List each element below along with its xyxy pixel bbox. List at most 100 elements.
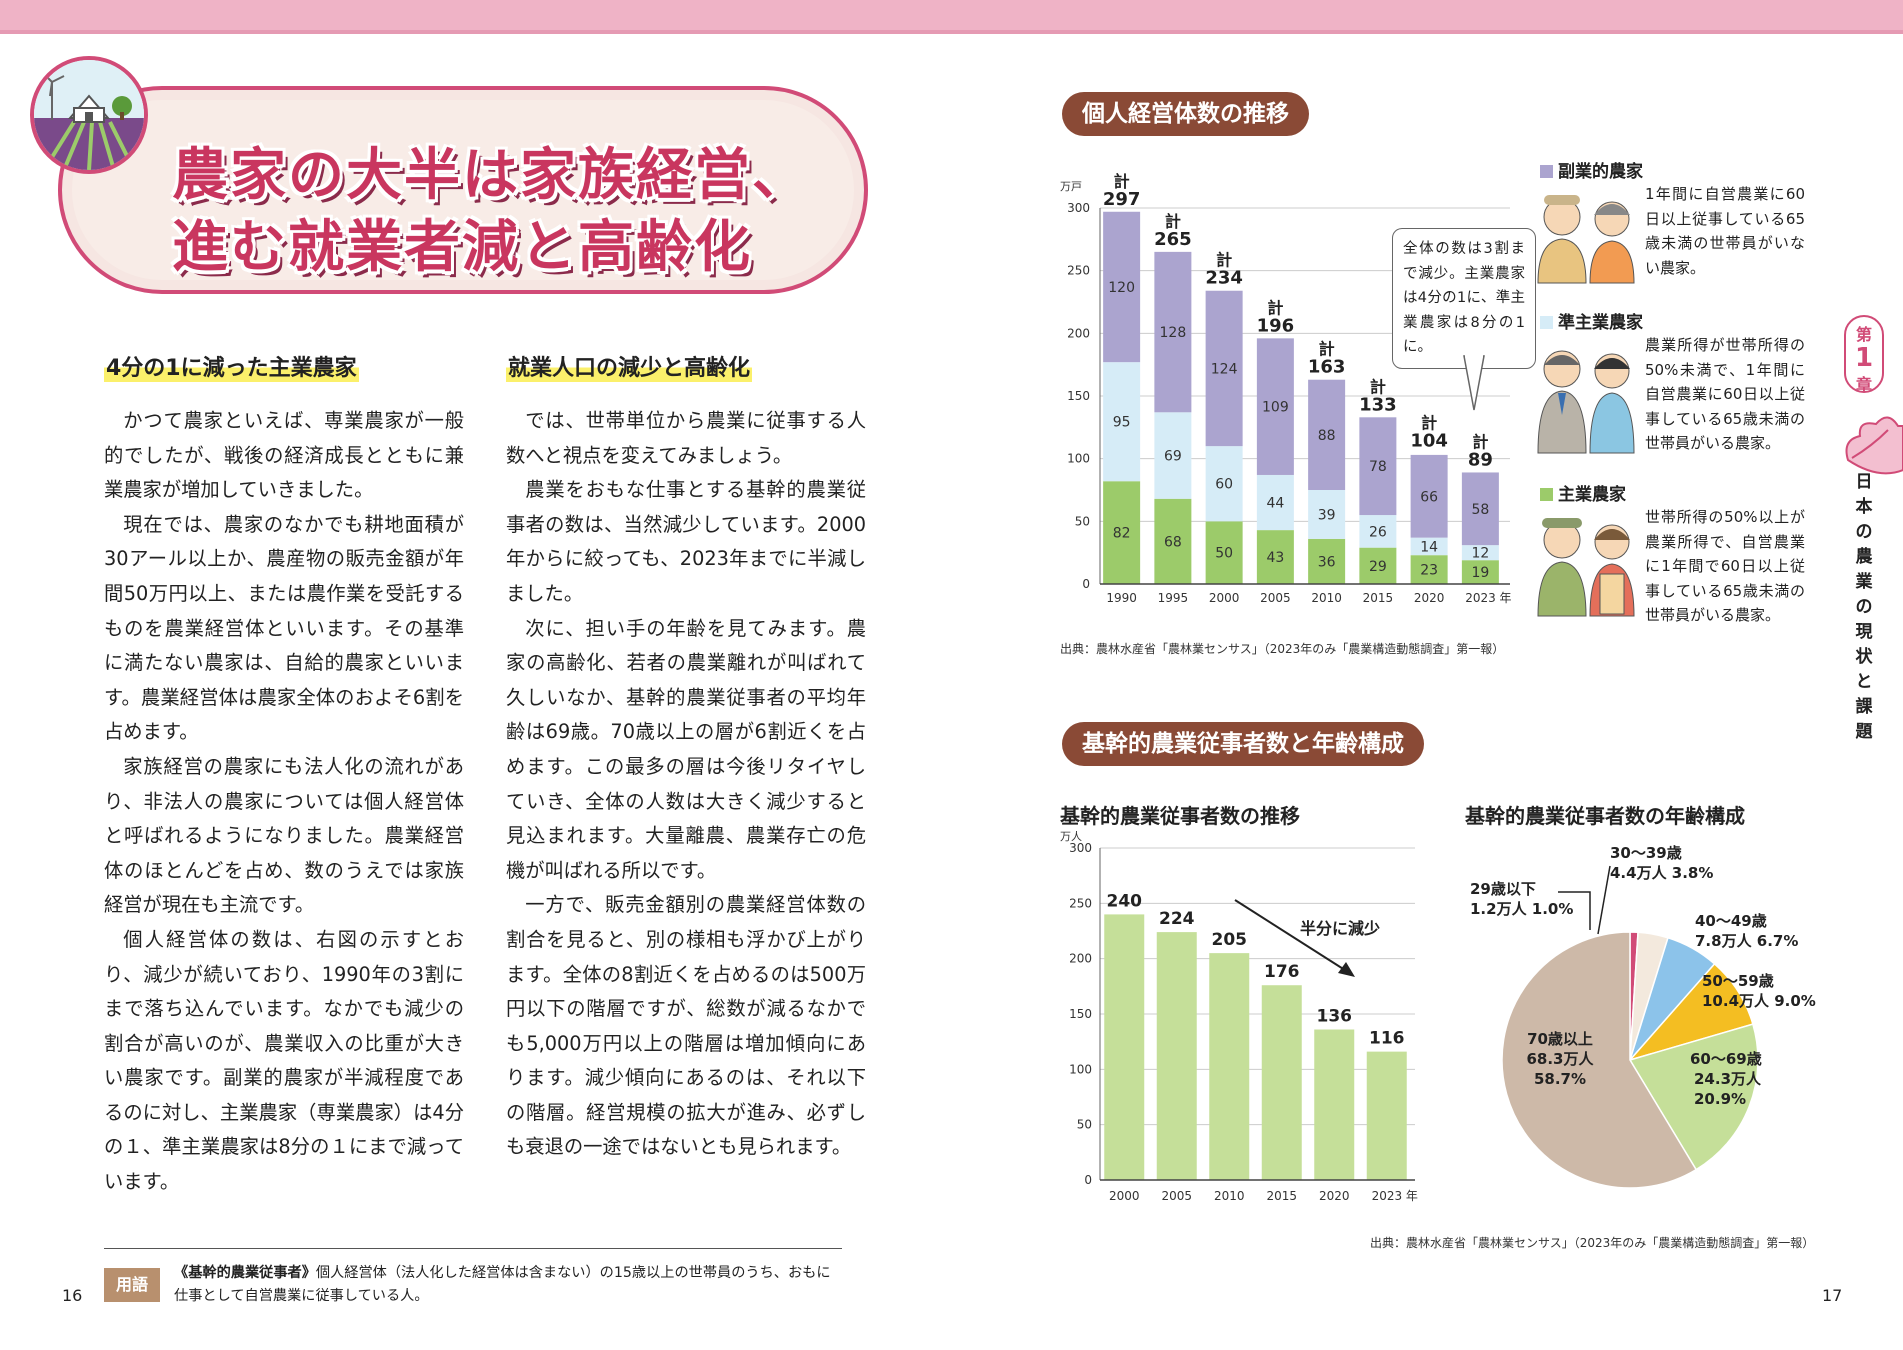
pie-label: 30～39歳 [1610,844,1682,862]
leader-line [1558,891,1591,930]
legend-label: 準主業農家 [1558,313,1643,333]
trend-arrow [1234,899,1349,973]
data-label: 88 [1318,428,1336,444]
bar-segment [1205,446,1243,522]
left-text-column: 4分の1に減った主業農家 かつて農家といえば、専業農家が一般的でしたが、戦後の経… [104,350,464,1200]
total-prefix: 計 [1216,251,1232,270]
bar [1366,1051,1407,1180]
total-label: 196 [1257,315,1295,336]
bar-chart-title-workers: 基幹的農業従事者数の推移 [1060,804,1300,828]
data-label: 136 [1317,1006,1353,1026]
pie-label: 60～69歳 [1690,1050,1762,1068]
x-tick-label: 2015 [1363,591,1394,605]
data-label: 12 [1471,546,1489,562]
y-tick-label: 300 [1069,841,1092,855]
office-couple-illustration [1537,350,1635,454]
x-tick-label: 2005 [1161,1189,1192,1203]
glossary-tag: 用語 [104,1268,160,1302]
legend-swatch [1540,488,1553,501]
bar-segment [1308,490,1346,539]
bar-segment [1461,560,1499,584]
pie-amount: 10.4万人 9.0% [1702,992,1816,1010]
data-label: 23 [1420,563,1438,579]
callout-box: 全体の数は3割まで減少。主業農家は4分の1に、準主業農家は8分の1に。 [1392,228,1536,369]
total-label: 265 [1154,229,1192,250]
pie-amount: 1.2万人 1.0% [1470,900,1573,918]
pie-label: 50～59歳 [1702,972,1774,990]
x-tick-label: 1995 [1158,591,1189,605]
right-text-column: 就業人口の減少と高齢化 では、世帯単位から農業に従事する人数へと視点を変えてみま… [506,350,866,1165]
pie-label: 29歳以下 [1470,880,1536,898]
total-label: 297 [1103,189,1141,210]
pie-amount: 7.8万人 6.7% [1695,932,1798,950]
data-label: 39 [1318,507,1336,523]
bar-segment [1410,555,1448,584]
legend-desc: 1年間に自営農業に60日以上従事している65歳未満の世帯員がいない農家。 [1645,185,1805,277]
left-heading: 4分の1に減った主業農家 [104,350,359,382]
total-label: 104 [1410,431,1448,452]
y-tick-label: 150 [1067,389,1090,403]
bar-segment [1256,474,1294,531]
x-tick-label: 2005 [1260,591,1291,605]
trend-annotation: 半分に減少 [1300,919,1380,938]
leader-line [1597,865,1611,935]
data-label: 19 [1471,565,1489,581]
y-tick-label: 300 [1067,201,1090,215]
total-label: 234 [1205,268,1243,289]
pie-chart-age: 29歳以下 1.2万人 1.0% 30～39歳 4.4万人 3.8% 40～49歳 7.8… [1470,844,1816,1189]
total-prefix: 計 [1114,172,1130,191]
pie-slice [1501,931,1698,1189]
legend-swatch [1540,165,1553,178]
data-label: 116 [1369,1029,1405,1049]
data-label: 44 [1266,496,1284,512]
data-label: 69 [1164,449,1182,465]
data-label: 36 [1318,554,1336,570]
y-tick-label: 50 [1077,1118,1092,1132]
trend-arrowhead [1338,962,1355,977]
pie-label: 70歳以上 [1527,1030,1593,1048]
y-tick-label: 0 [1084,1173,1092,1187]
pie-slice [1628,1023,1759,1171]
y-tick-label: 100 [1067,452,1090,466]
chapter-tab-top: 第 [1855,325,1872,344]
x-tick-label: 1990 [1106,591,1137,605]
data-label: 95 [1113,415,1131,431]
bar-segment [1308,538,1346,584]
bar [1261,985,1302,1180]
bar-segment [1461,545,1499,561]
legend-desc: 世帯所得の50%以上が農業所得で、自営農業に1年間で60日以上従事している65歳… [1645,508,1805,624]
bar [1209,953,1250,1180]
data-label: 109 [1262,400,1289,416]
data-label: 29 [1369,559,1387,575]
y-tick-label: 200 [1069,952,1092,966]
x-tick-label: 2010 [1214,1189,1245,1203]
farmer-couple-illustration [1537,195,1635,284]
total-prefix: 計 [1421,414,1437,433]
data-label: 68 [1164,534,1182,550]
chapter-tab-number: 1 [1854,343,1874,373]
data-label: 128 [1160,325,1187,341]
bar-segment [1205,290,1243,447]
y-tick-label: 250 [1067,264,1090,278]
source-note-1: 出典：農林水産省「農林業センサス」（2023年のみ「農業構造動態調査」第一報） [1060,642,1505,656]
legend-desc: 農業所得が世帯所得の50%未満で、1年間に自営農業に60日以上従事している65歳… [1645,336,1805,452]
bar-chart-workers: 万人 0 50 100 150 200 250 300 240 2000 224 2005 205 201… [1060,830,1418,1203]
bar-segment [1359,417,1397,516]
y-axis-unit: 万戸 [1060,180,1082,193]
chapter-tab-bottom: 章 [1855,375,1872,394]
y-tick-label: 250 [1069,896,1092,910]
data-label: 43 [1266,550,1284,566]
right-heading: 就業人口の減少と高齢化 [506,350,753,382]
bar-segment [1308,379,1346,490]
legend-item-sideline-farm: 副業的農家 [1540,157,1643,182]
bar [1104,914,1145,1180]
x-tick-label: 2023 年 [1372,1189,1418,1203]
bar-segment [1154,498,1192,584]
data-label: 58 [1471,502,1489,518]
x-tick-label: 2020 [1319,1189,1350,1203]
paragraph: 一方で、販売金額別の農業経営体数の割合を見ると、別の様相も浮かび上がります。全体… [506,893,866,1159]
legend-item-main-farm: 主業農家 [1540,480,1626,505]
glossary-term: 《基幹的農業従事者》 [174,1265,316,1281]
total-prefix: 計 [1319,340,1335,359]
bar-segment [1154,412,1192,499]
